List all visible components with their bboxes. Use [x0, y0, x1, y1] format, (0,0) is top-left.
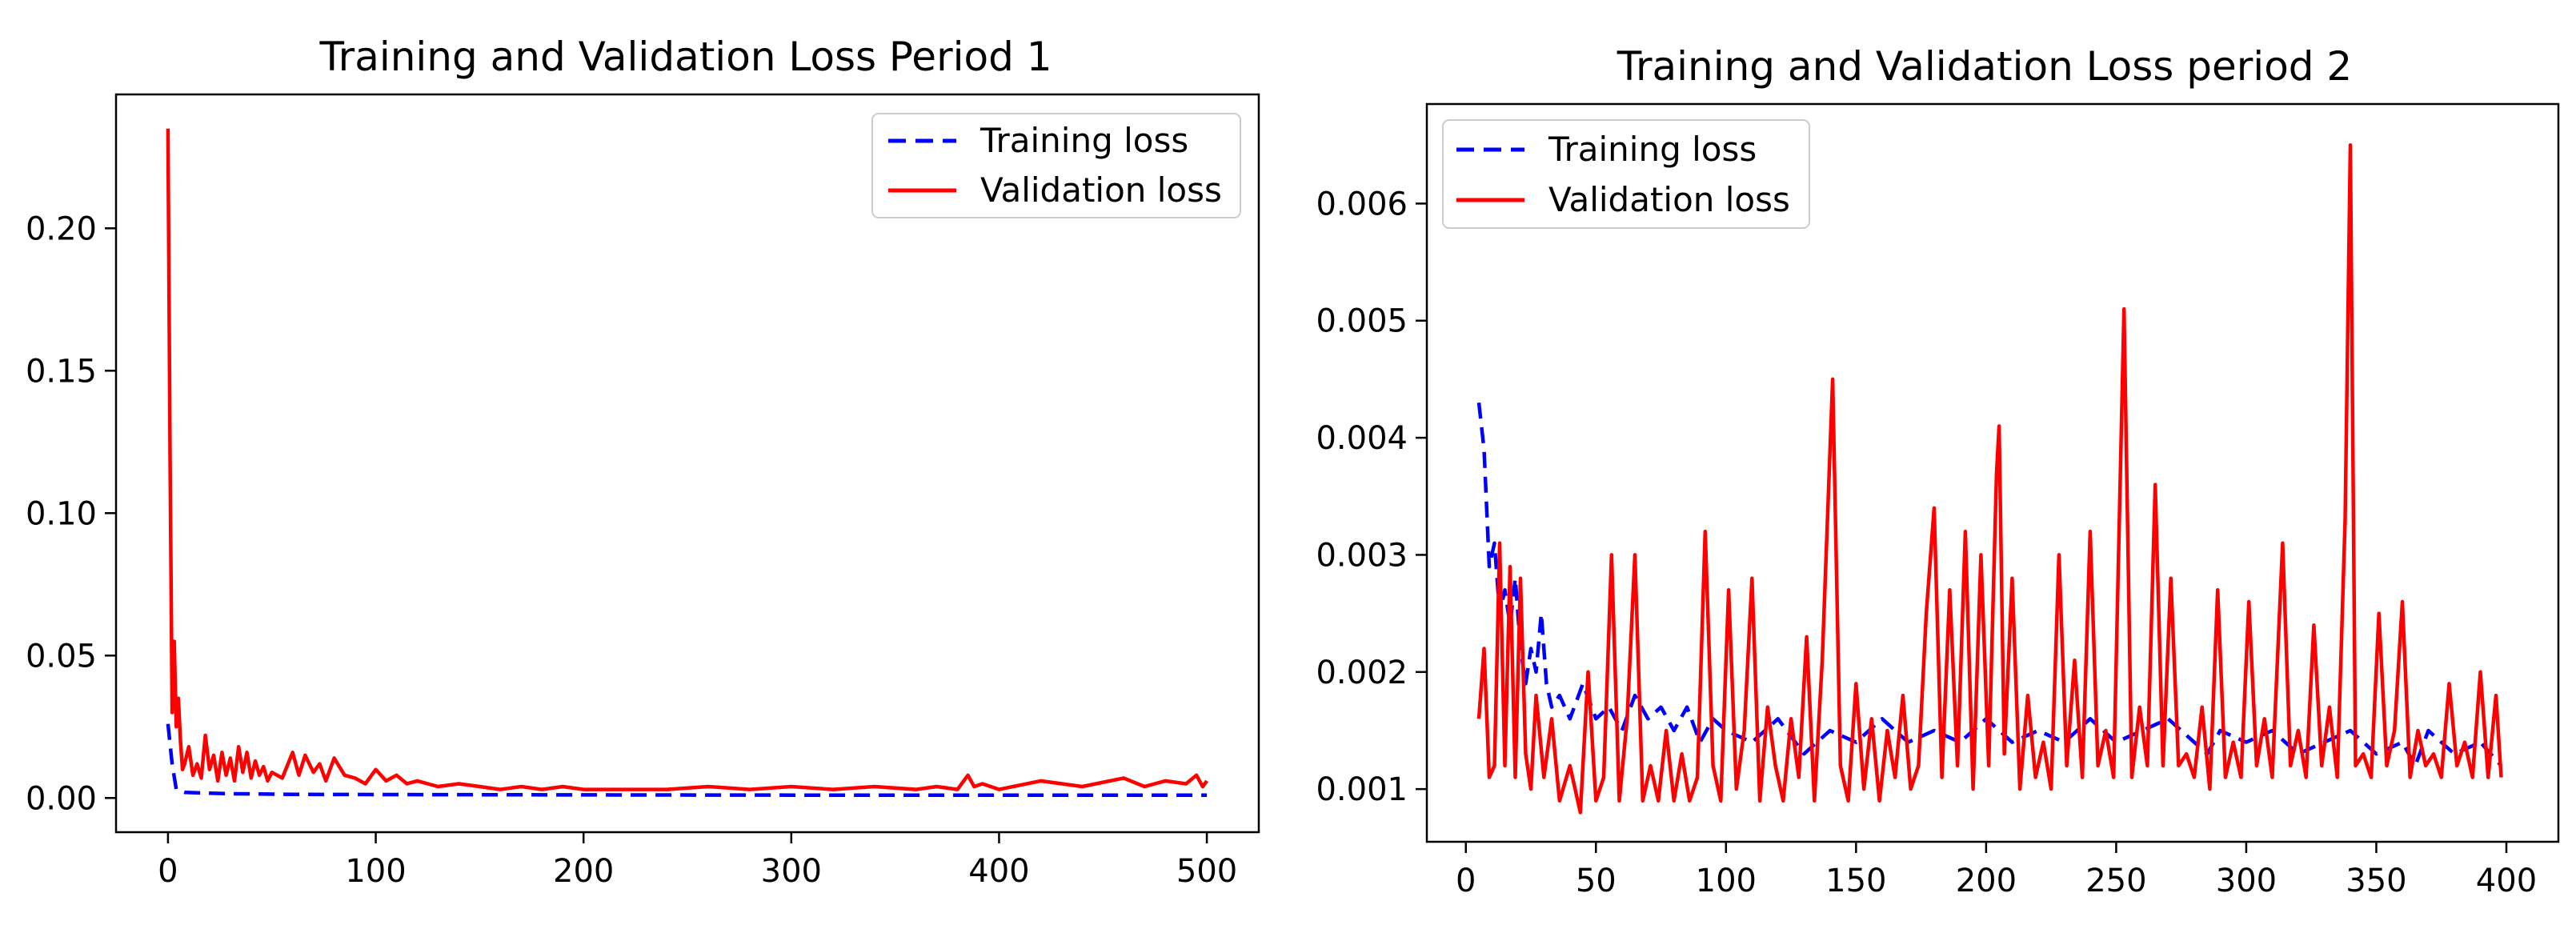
- chart-2-ytick-label: 0.001: [1316, 771, 1408, 808]
- chart-1: Training and Validation Loss Period 1 0 1…: [26, 34, 1260, 890]
- chart-2-xtick-label: 150: [1825, 863, 1886, 899]
- chart-2-xtick-label: 250: [2085, 863, 2146, 899]
- chart-2-ytick-label: 0.004: [1316, 420, 1408, 457]
- chart-1-ytick-label: 0.15: [26, 353, 97, 390]
- chart-2-legend-training-label: Training loss: [1548, 130, 1757, 169]
- chart-2-ytick-label: 0.005: [1316, 303, 1408, 340]
- chart-1-ytick-label: 0.20: [26, 210, 97, 247]
- chart-1-legend-validation-label: Validation loss: [980, 170, 1222, 210]
- chart-2-title: Training and Validation Loss period 2: [1617, 43, 2352, 90]
- chart-1-title: Training and Validation Loss Period 1: [318, 34, 1052, 80]
- chart-2-xtick-label: 200: [1956, 863, 2017, 899]
- chart-2-xtick-label: 50: [1576, 863, 1617, 899]
- chart-2-training-loss-line: [1476, 402, 2503, 768]
- chart-1-plot: [166, 128, 1208, 797]
- chart-2-ytick-label: 0.006: [1316, 186, 1408, 222]
- chart-1-xtick-label: 0: [158, 853, 178, 890]
- chart-1-ticks: 0 100 200 300 400 500 0.00 0.05 0.10 0.15 0.20: [26, 210, 1237, 890]
- chart-1-legend: Training loss Validation loss: [871, 113, 1241, 218]
- chart-2-ytick-label: 0.003: [1316, 537, 1408, 574]
- chart-1-xtick-label: 200: [553, 853, 614, 890]
- chart-1-xtick-label: 400: [968, 853, 1029, 890]
- chart-2-axes-frame: [1425, 102, 2560, 843]
- chart-2-ticks: 0 50 100 150 200 250 300 350 400 0.001 0.002 0.003 0…: [1316, 186, 2537, 899]
- chart-1-xtick-label: 500: [1176, 853, 1237, 890]
- chart-1-legend-training-label: Training loss: [980, 121, 1188, 160]
- chart-1-training-loss-line: [166, 723, 1208, 797]
- chart-2-xtick-label: 350: [2346, 863, 2406, 899]
- chart-2-xtick-label: 100: [1696, 863, 1757, 899]
- chart-1-legend-box: [871, 113, 1241, 218]
- chart-2-xtick-label: 400: [2476, 863, 2537, 899]
- chart-2-legend: Training loss Validation loss: [1442, 119, 1810, 229]
- chart-2: Training and Validation Loss period 2 0 5…: [1316, 43, 2560, 899]
- chart-2-xtick-label: 0: [1456, 863, 1476, 899]
- chart-2-plot: [1476, 142, 2503, 815]
- chart-1-ytick-label: 0.10: [26, 495, 97, 532]
- chart-1-validation-loss-line: [166, 128, 1208, 791]
- chart-2-validation-loss-line: [1476, 142, 2503, 815]
- chart-2-ytick-label: 0.002: [1316, 655, 1408, 691]
- chart-2-legend-box: [1442, 119, 1810, 229]
- chart-1-ytick-label: 0.00: [26, 780, 97, 817]
- chart-1-ytick-label: 0.05: [26, 638, 97, 675]
- chart-2-xtick-label: 300: [2216, 863, 2277, 899]
- chart-1-xtick-label: 300: [761, 853, 822, 890]
- chart-1-axes-frame: [114, 93, 1260, 834]
- chart-2-legend-validation-label: Validation loss: [1548, 180, 1790, 219]
- chart-1-xtick-label: 100: [345, 853, 406, 890]
